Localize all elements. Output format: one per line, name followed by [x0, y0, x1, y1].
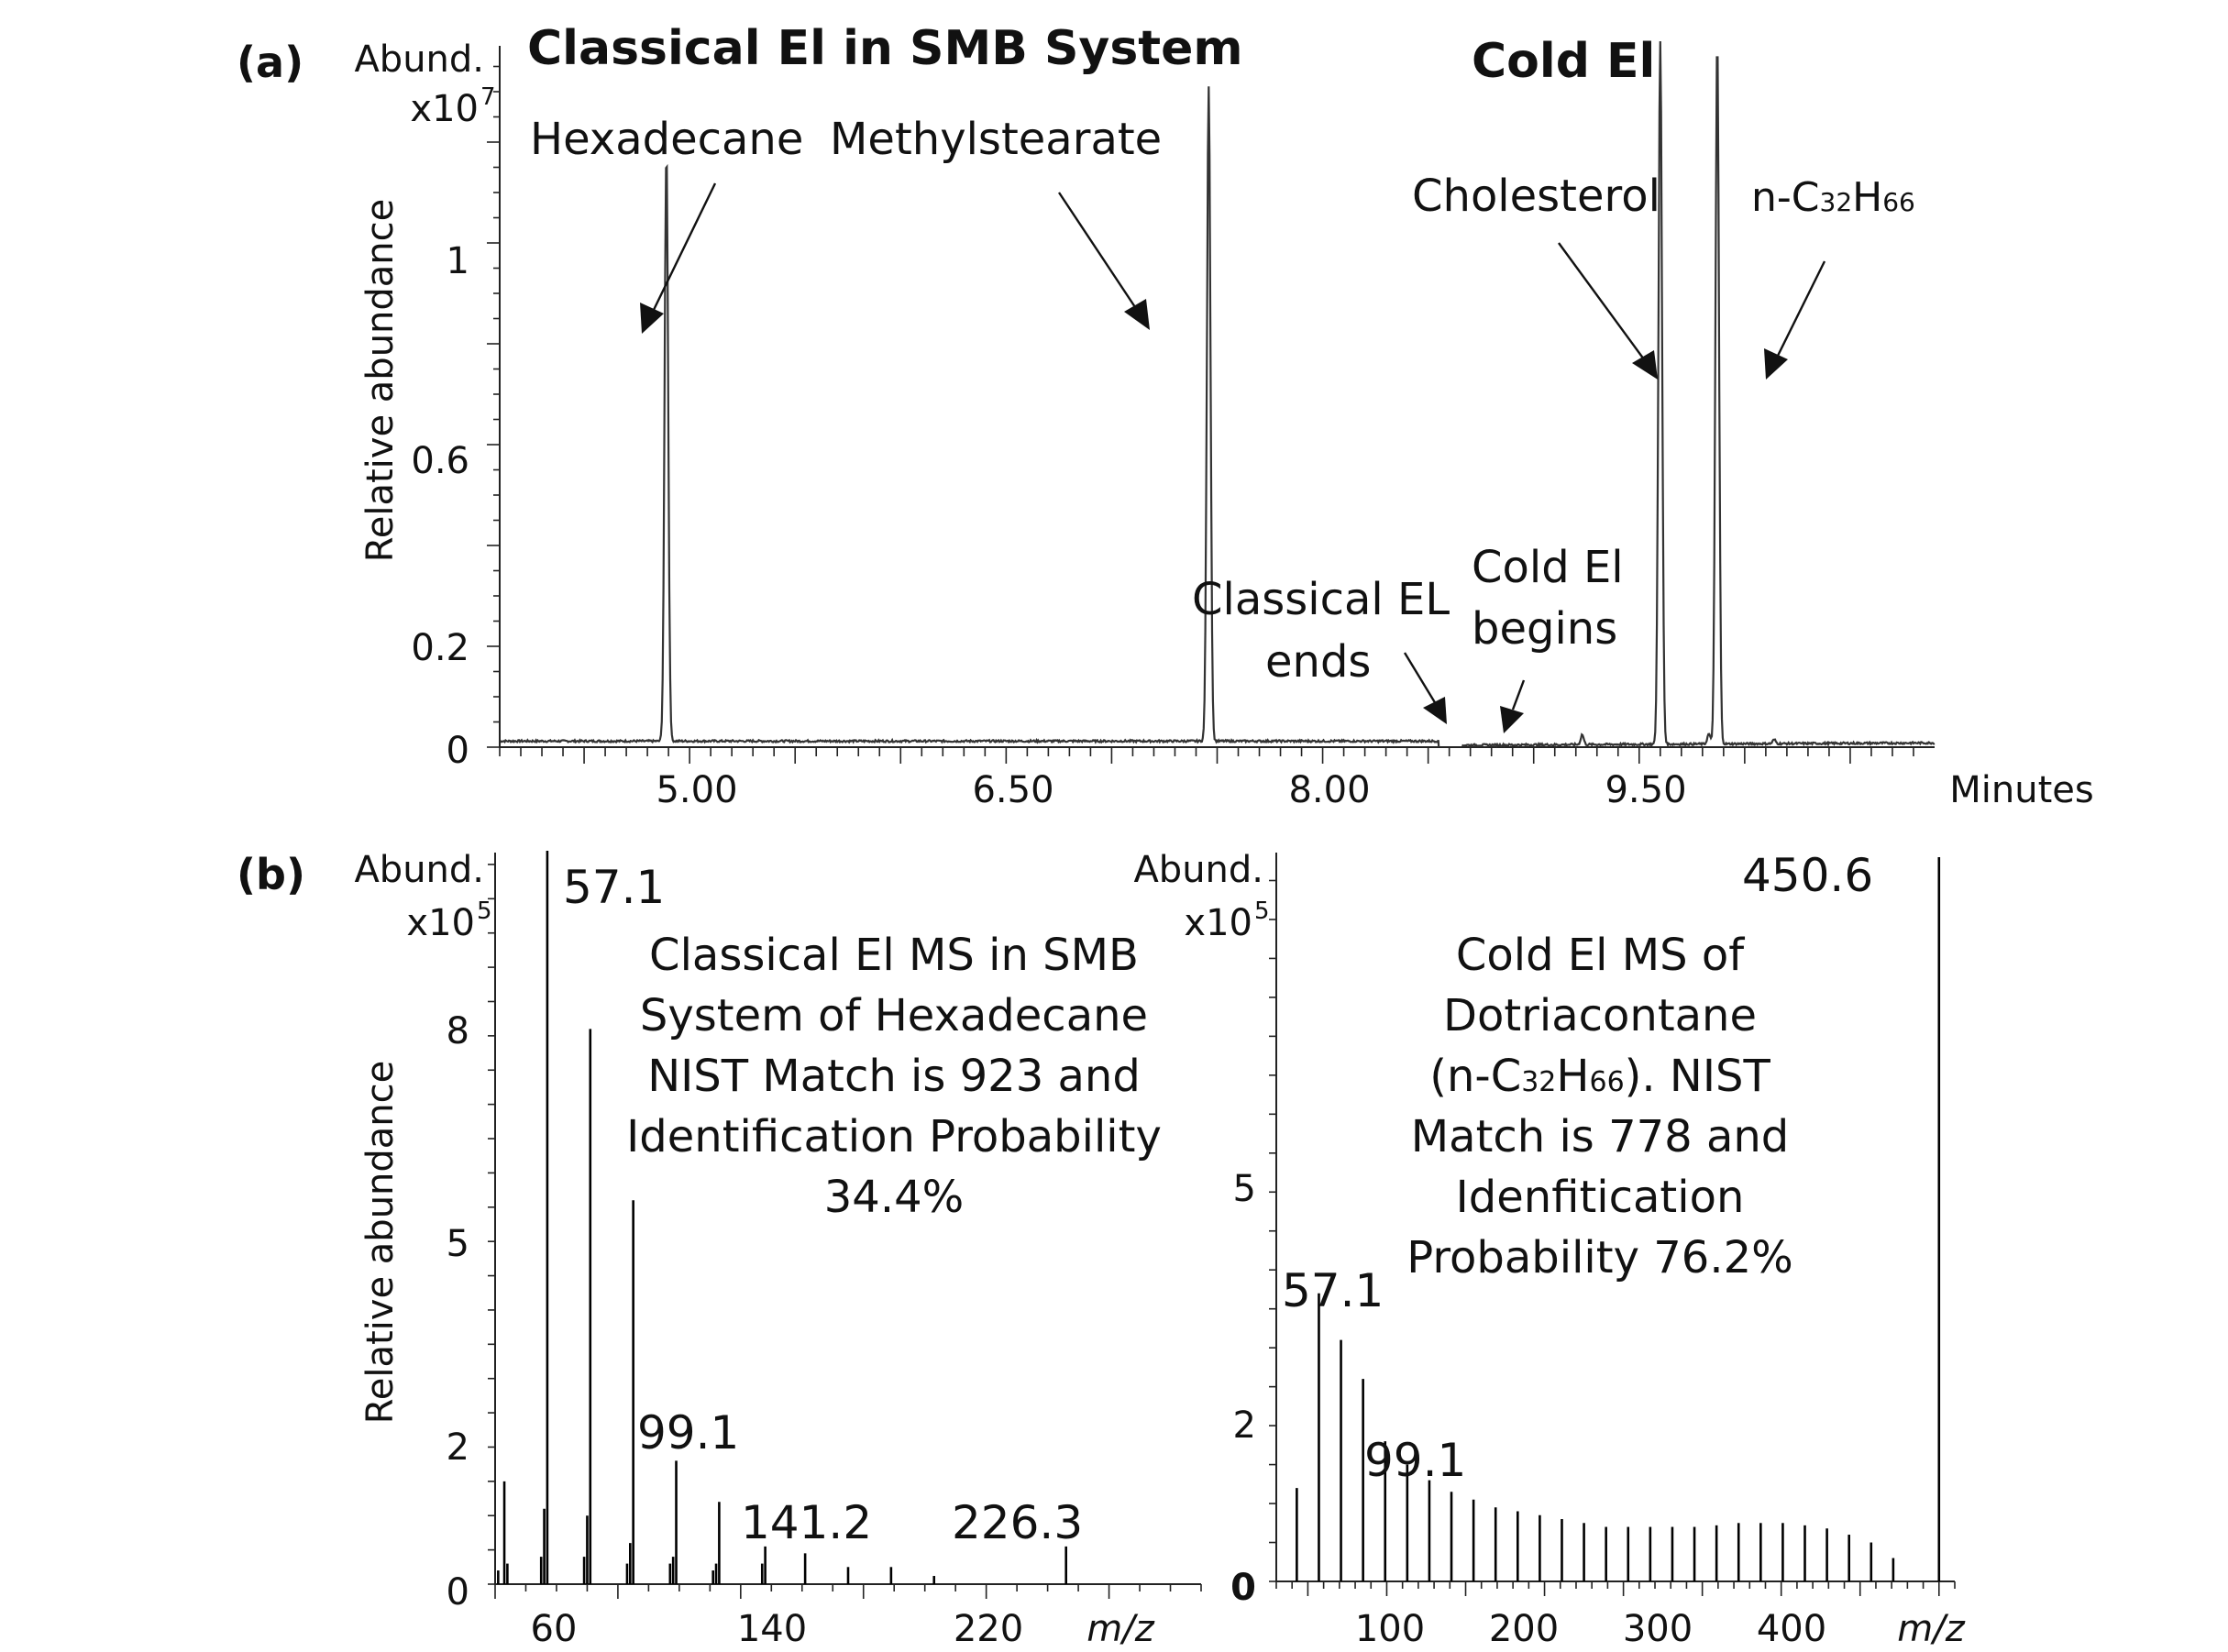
- peak-label: 226.3: [952, 1496, 1083, 1549]
- peak-label-methylstearate: Methylstearate: [830, 114, 1162, 165]
- cold-begins-label: Cold El: [1472, 542, 1624, 593]
- x-tick-label: 8.00: [1288, 769, 1370, 811]
- y-tick-label: 1: [447, 240, 469, 282]
- y-tick-label: 0.6: [411, 440, 469, 482]
- x-tick-label: 400: [1757, 1608, 1826, 1650]
- x-tick-label: 300: [1623, 1608, 1693, 1650]
- y-tick-label: 0.2: [411, 627, 469, 669]
- svg-text:Identification Probability: Identification Probability: [626, 1111, 1162, 1162]
- x-ticks: [499, 747, 1914, 764]
- y-tick-label: 0: [1230, 1567, 1256, 1609]
- cold-ei-title: Cold El: [1472, 34, 1655, 89]
- classical-ends-label: ends: [1265, 636, 1371, 688]
- y-unit-line2: x10: [406, 902, 475, 944]
- y-ticks: [487, 65, 500, 748]
- y-unit-line2: x10: [410, 88, 479, 130]
- y-tick-label: 8: [447, 1010, 469, 1052]
- x-tick-label: 60: [531, 1608, 578, 1650]
- y-ticks: [1269, 879, 1276, 1582]
- y-tick-label: 5: [1233, 1168, 1256, 1210]
- chromatogram-panel: (a) Abund. x10 7 Classical El in SMB Sys…: [237, 21, 2094, 811]
- y-axis-label: Relative abundance: [359, 199, 402, 562]
- annotation-arrows: [640, 182, 1826, 733]
- y-unit-line1: Abund.: [1133, 849, 1263, 891]
- peak-label: 141.2: [741, 1496, 872, 1549]
- x-tick-label: 5.00: [656, 769, 737, 811]
- x-tick-label: 220: [954, 1608, 1023, 1650]
- cold-begins-label: begins: [1472, 603, 1617, 655]
- x-ticks: [1275, 1581, 1956, 1596]
- panel-b-label: (b): [237, 850, 305, 899]
- peak-label-c32h66: n-C32H66: [1751, 174, 1915, 221]
- y-unit-exponent: 5: [1254, 898, 1270, 925]
- chart-title: Classical El in SMB System: [527, 21, 1243, 76]
- cold-ms-panel: Abund. x10 5 m/z 100 200 300 400 0 2 5 5…: [1133, 849, 1965, 1650]
- svg-text:34.4%: 34.4%: [824, 1172, 964, 1223]
- y-tick-label: 5: [447, 1223, 469, 1265]
- classical-ms-panel: (b) Abund. x10 5 Relative abundance m/z …: [237, 849, 1202, 1650]
- peak-label-hexadecane: Hexadecane: [530, 114, 803, 165]
- y-tick-label: 2: [1233, 1404, 1256, 1447]
- y-axis-label: Relative abundance: [359, 1061, 402, 1424]
- spectrum-sticks: [1296, 857, 1941, 1581]
- peak-label-cholesterol: Cholesterol: [1412, 171, 1660, 222]
- spectrum-sticks: [497, 851, 1067, 1584]
- peak-label: 57.1: [1282, 1264, 1384, 1317]
- svg-text:Probability 76.2%: Probability 76.2%: [1406, 1232, 1792, 1283]
- y-tick-label: 0: [447, 730, 469, 772]
- peak-label: 99.1: [637, 1406, 739, 1459]
- peak-label: 57.1: [563, 861, 665, 914]
- x-tick-label: 6.50: [972, 769, 1053, 811]
- y-tick-label: 0: [447, 1571, 469, 1613]
- svg-text:Match is 778 and: Match is 778 and: [1411, 1111, 1790, 1162]
- x-tick-label: 200: [1489, 1608, 1559, 1650]
- svg-text:System of Hexadecane: System of Hexadecane: [640, 990, 1148, 1041]
- peak-label: 450.6: [1742, 849, 1873, 902]
- svg-text:(n-C32H66). NIST: (n-C32H66). NIST: [1429, 1051, 1770, 1102]
- y-unit-exponent: 5: [477, 898, 492, 925]
- svg-text:Idenfitication: Idenfitication: [1456, 1172, 1745, 1223]
- y-unit-exponent: 7: [480, 83, 496, 111]
- peak-label: 99.1: [1364, 1434, 1466, 1487]
- classical-ends-label: Classical EL: [1192, 574, 1450, 625]
- x-axis-label: m/z: [1086, 1608, 1154, 1650]
- panel-a-label: (a): [237, 38, 303, 87]
- spectrum-caption: Classical El MS in SMB System of Hexadec…: [626, 930, 1162, 1223]
- chromatogram-trace: [499, 40, 1936, 749]
- y-unit-line1: Abund.: [354, 849, 484, 891]
- x-tick-label: 9.50: [1605, 769, 1686, 811]
- svg-text:Dotriacontane: Dotriacontane: [1443, 990, 1757, 1041]
- x-ticks: [494, 1584, 1202, 1599]
- y-unit-line2: x10: [1184, 902, 1252, 944]
- x-axis-label: m/z: [1897, 1608, 1965, 1650]
- x-axis-label: Minutes: [1949, 769, 2093, 811]
- y-tick-label: 2: [447, 1426, 469, 1469]
- spectrum-caption: Cold El MS of Dotriacontane (n-C32H66). …: [1406, 930, 1792, 1283]
- svg-text:NIST Match is 923 and: NIST Match is 923 and: [647, 1051, 1141, 1102]
- x-tick-label: 100: [1355, 1608, 1425, 1650]
- x-tick-label: 140: [737, 1608, 807, 1650]
- y-ticks: [488, 864, 495, 1585]
- svg-text:Cold El MS of: Cold El MS of: [1456, 930, 1745, 981]
- y-unit-line1: Abund.: [354, 39, 484, 81]
- svg-text:Classical El MS in SMB: Classical El MS in SMB: [649, 930, 1139, 981]
